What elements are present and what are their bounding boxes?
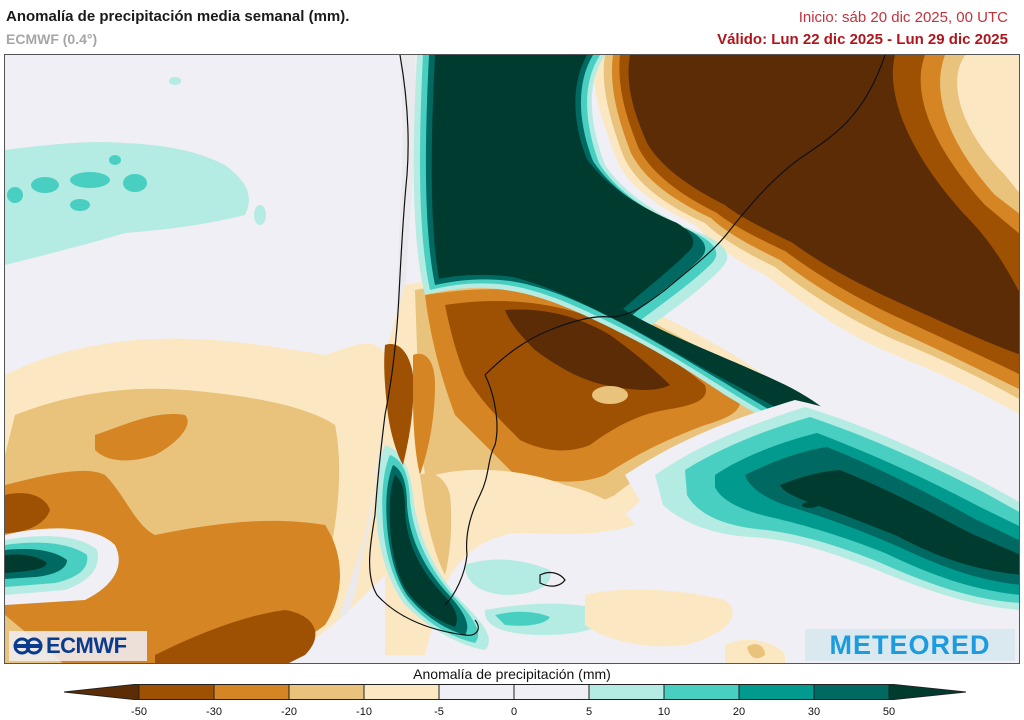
legend-tick: -10 bbox=[356, 706, 372, 718]
legend-tick: 50 bbox=[882, 706, 896, 718]
ecmwf-symbol-icon bbox=[13, 637, 43, 655]
valid-period: Válido: Lun 22 dic 2025 - Lun 29 dic 202… bbox=[717, 31, 1008, 48]
legend-colorbar bbox=[64, 684, 966, 700]
map-canvas bbox=[5, 55, 1019, 663]
legend-tick: 5 bbox=[585, 706, 593, 718]
patagonia-atlantic bbox=[435, 469, 785, 663]
legend-tick: 0 bbox=[510, 706, 518, 718]
pacific-dry-region bbox=[5, 338, 385, 663]
legend-tick: -20 bbox=[281, 706, 297, 718]
ecmwf-logo-text: ECMWF bbox=[46, 633, 127, 658]
southern-chile-wet bbox=[376, 445, 489, 650]
pacific-wet-patch bbox=[5, 528, 119, 605]
precipitation-anomaly-map: ECMWF METEORED bbox=[4, 54, 1020, 664]
meteored-logo-text: METEORED bbox=[829, 629, 991, 660]
coastlines bbox=[369, 55, 886, 636]
legend-title: Anomalía de precipitación (mm) bbox=[413, 666, 611, 682]
atlantic-wet-region bbox=[625, 400, 1019, 615]
legend-tick: -50 bbox=[131, 706, 147, 718]
ecmwf-logo: ECMWF bbox=[9, 631, 147, 661]
central-wet-region bbox=[413, 55, 905, 475]
legend-tick: 10 bbox=[657, 706, 671, 718]
meteored-logo: METEORED bbox=[805, 629, 1015, 661]
init-time: Inicio: sáb 20 dic 2025, 00 UTC bbox=[798, 9, 1008, 26]
legend-tick: 20 bbox=[732, 706, 746, 718]
brazil-atlantic-dry bbox=[593, 55, 1019, 414]
model-label: ECMWF (0.4°) bbox=[6, 31, 98, 47]
pacific-wet-band bbox=[5, 77, 266, 265]
legend-tick: -5 bbox=[434, 706, 444, 718]
legend-tick: -30 bbox=[206, 706, 222, 718]
legend-tick: 30 bbox=[807, 706, 821, 718]
legend-ticks: -50 -30 -20 -10 -5 0 5 10 20 30 50 bbox=[0, 706, 1024, 720]
page-title: Anomalía de precipitación media semanal … bbox=[6, 8, 350, 25]
